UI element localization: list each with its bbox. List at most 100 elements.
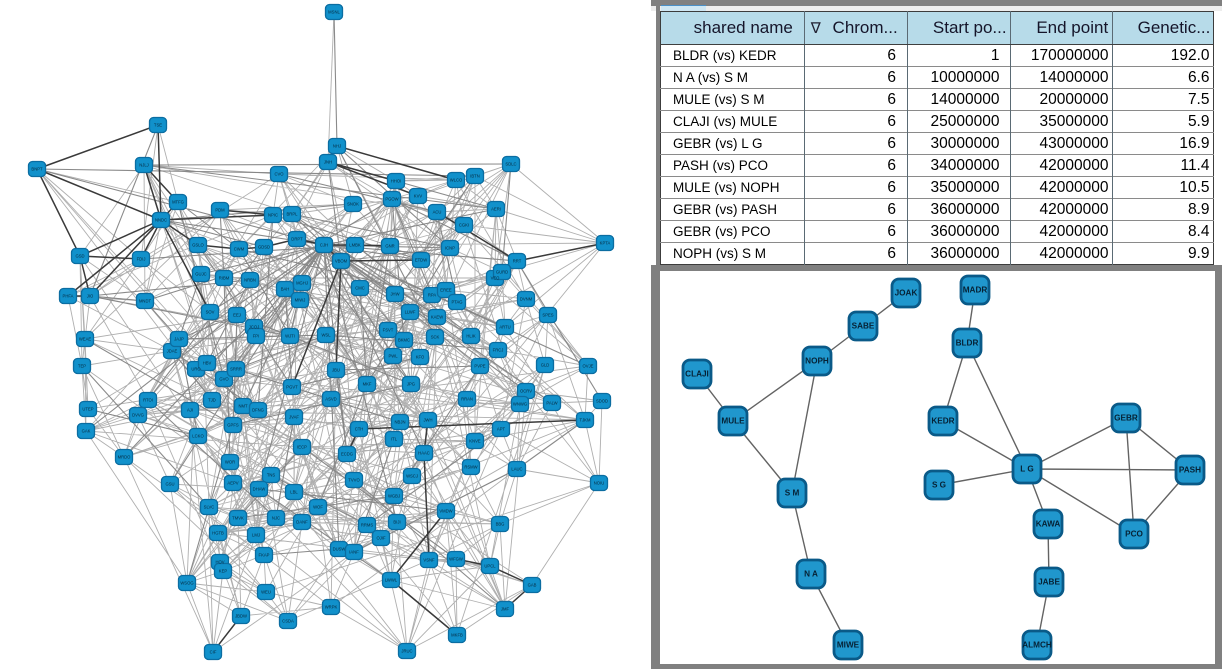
svg-text:SPES: SPES (542, 313, 553, 318)
svg-text:CIF: CIF (210, 650, 217, 655)
svg-text:AERI: AERI (491, 207, 501, 212)
svg-text:PCO: PCO (1125, 530, 1143, 539)
svg-text:EEJ: EEJ (233, 313, 241, 318)
svg-text:PWL: PWL (388, 354, 398, 359)
svg-text:NJC: NJC (272, 516, 280, 521)
svg-text:PDM: PDM (215, 208, 225, 213)
svg-text:WLCO: WLCO (450, 178, 463, 183)
svg-text:CLAJI: CLAJI (685, 370, 709, 379)
svg-text:KEDR: KEDR (931, 417, 954, 426)
svg-text:RRT: RRT (513, 259, 522, 264)
svg-text:KPTA: KPTA (600, 241, 611, 246)
svg-text:KAWA: KAWA (1036, 520, 1061, 529)
svg-text:BAH: BAH (281, 287, 290, 292)
svg-text:UTEP: UTEP (82, 407, 93, 412)
svg-text:SOV: SOV (206, 310, 215, 315)
svg-text:JDAE: JDAE (167, 349, 178, 354)
svg-text:S G: S G (932, 481, 946, 490)
svg-text:JIO: JIO (87, 294, 94, 299)
svg-text:CSDA: CSDA (282, 619, 294, 624)
svg-text:JRUC: JRUC (401, 649, 412, 654)
svg-text:TSE: TSE (154, 123, 162, 128)
svg-text:BBG: BBG (496, 522, 505, 527)
svg-text:PVPE: PVPE (474, 364, 485, 369)
svg-text:JABE: JABE (1038, 578, 1060, 587)
svg-text:GSU: GSU (165, 482, 174, 487)
svg-text:GURD: GURD (496, 270, 508, 275)
svg-text:PASH: PASH (1179, 466, 1201, 475)
svg-text:GAB: GAB (528, 583, 537, 588)
svg-text:SDOD: SDOD (596, 399, 608, 404)
svg-text:JCOJ: JCOJ (249, 325, 259, 330)
svg-text:LCKO: LCKO (192, 434, 204, 439)
svg-text:VMDW: VMDW (439, 509, 452, 514)
svg-text:NOPH: NOPH (805, 357, 829, 366)
svg-text:JBDW: JBDW (235, 614, 247, 619)
svg-text:TNS: TNS (267, 473, 276, 478)
svg-text:GDSD: GDSD (258, 245, 270, 250)
svg-text:VBOM: VBOM (335, 259, 348, 264)
svg-text:WSCJ: WSCJ (406, 474, 418, 479)
svg-text:AEPV: AEPV (227, 481, 238, 486)
svg-text:N A: N A (804, 570, 818, 579)
svg-text:NPIC: NPIC (268, 213, 278, 218)
svg-text:WOF: WOF (313, 505, 323, 510)
svg-text:PHFA: PHFA (63, 294, 74, 299)
svg-text:LLWF: LLWF (405, 310, 416, 315)
svg-text:ALMCH: ALMCH (1022, 641, 1052, 650)
svg-text:JBU: JBU (332, 368, 340, 373)
svg-text:GNR: GNR (385, 244, 394, 249)
svg-text:OJIF: OJIF (376, 536, 386, 541)
svg-text:LWWL: LWWL (385, 578, 398, 583)
svg-text:RRMS: RRMS (361, 523, 374, 528)
svg-text:NNDC: NNDC (155, 218, 167, 223)
svg-text:WSOG: WSOG (180, 581, 193, 586)
svg-text:PGVT: PGVT (286, 385, 298, 390)
svg-text:RTOI: RTOI (143, 398, 153, 403)
svg-text:JWH: JWH (423, 418, 432, 423)
svg-text:JHW: JHW (390, 292, 399, 297)
svg-text:WNWG: WNWG (513, 402, 527, 407)
svg-text:VSNF: VSNF (423, 558, 435, 563)
svg-text:MRDO: MRDO (118, 455, 132, 460)
svg-text:FKAP: FKAP (259, 553, 270, 558)
svg-text:HLIK: HLIK (466, 334, 476, 339)
svg-text:MNDT: MNDT (139, 299, 152, 304)
svg-text:TEP: TEP (78, 364, 86, 369)
svg-text:RRAN: RRAN (461, 397, 473, 402)
svg-text:ETDW: ETDW (415, 258, 427, 263)
svg-text:WEAE: WEAE (79, 337, 92, 342)
svg-text:ARTU: ARTU (499, 325, 510, 330)
svg-text:NRBN: NRBN (244, 278, 256, 283)
svg-text:BRPL: BRPL (287, 212, 299, 217)
svg-text:PGOW: PGOW (385, 197, 398, 202)
svg-text:MTFG: MTFG (172, 200, 184, 205)
svg-text:MADR: MADR (963, 286, 988, 295)
svg-text:WJTI: WJTI (285, 334, 295, 339)
svg-text:DRPT: DRPT (291, 237, 303, 242)
svg-text:TJD: TJD (208, 398, 216, 403)
svg-text:HOV: HOV (215, 560, 224, 565)
svg-text:BLDR: BLDR (956, 339, 979, 348)
svg-text:SLVC: SLVC (204, 505, 215, 510)
svg-text:MIWJ: MIWJ (295, 298, 306, 303)
svg-text:GEBR: GEBR (1114, 414, 1138, 423)
svg-text:JMF: JMF (501, 607, 510, 612)
svg-text:GUJC: GUJC (195, 272, 206, 277)
svg-text:BNPT: BNPT (31, 167, 43, 172)
svg-text:CGKI: CGKI (459, 223, 469, 228)
svg-text:SABE: SABE (852, 322, 875, 331)
svg-text:MULE: MULE (721, 417, 745, 426)
svg-text:FSVT: FSVT (383, 328, 394, 333)
svg-text:ITL: ITL (391, 437, 398, 442)
svg-text:MKF: MKF (363, 382, 372, 387)
svg-text:TVVO: TVVO (348, 478, 360, 483)
svg-text:HHOI: HHOI (391, 179, 401, 184)
svg-text:IANF: IANF (349, 550, 359, 555)
svg-text:CJH: CJH (320, 243, 328, 248)
svg-text:IECP: IECP (297, 445, 307, 450)
svg-text:JOAK: JOAK (895, 289, 918, 298)
svg-text:OCRV: OCRV (520, 389, 532, 394)
svg-text:URO: URO (191, 367, 201, 372)
svg-text:KFO: KFO (416, 355, 425, 360)
